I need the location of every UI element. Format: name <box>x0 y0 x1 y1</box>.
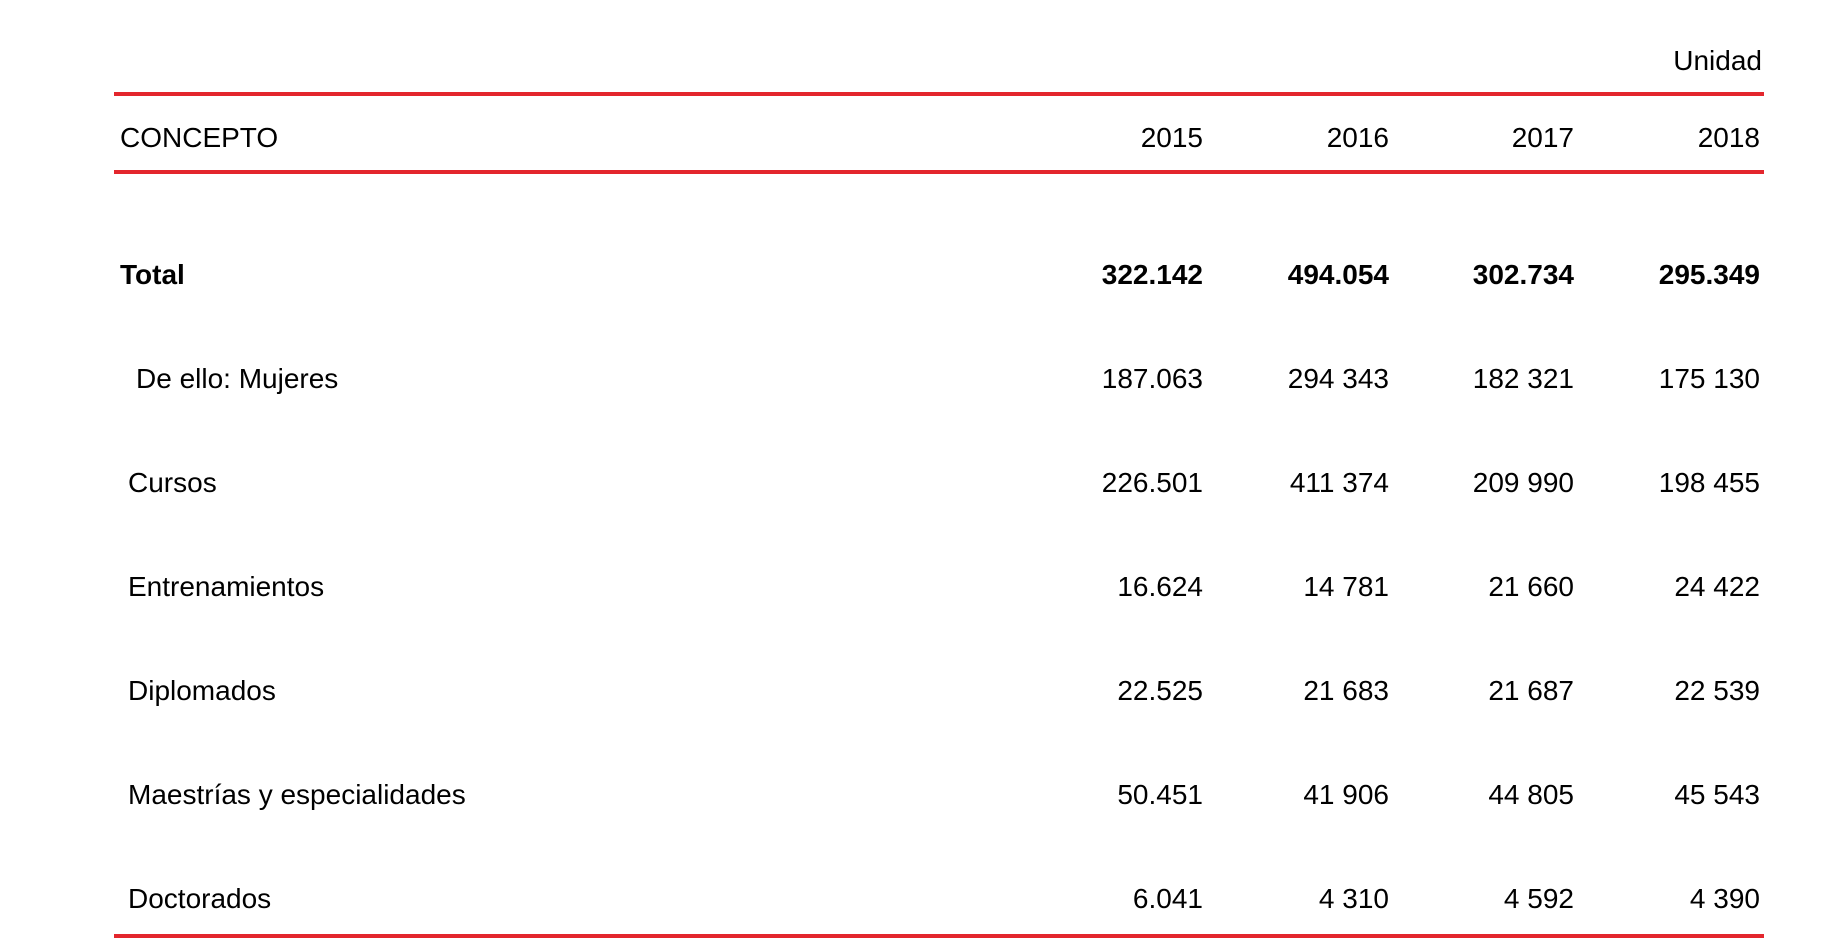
table-row-courses: Cursos 226.501 411 374 209 990 198 455 <box>0 463 1830 503</box>
row-value-2017: 209 990 <box>1472 467 1574 498</box>
row-value-2018: 198 455 <box>1658 467 1760 498</box>
row-value-2018: 4 390 <box>1689 883 1760 914</box>
row-label: Diplomados <box>128 675 276 706</box>
row-value-2017: 4 592 <box>1503 883 1574 914</box>
row-value-2015: 22.525 <box>1117 675 1203 706</box>
table-row-masters: Maestrías y especialidades 50.451 41 906… <box>0 775 1830 815</box>
row-value-2015: 187.063 <box>1101 363 1203 394</box>
row-value-2017: 21 660 <box>1488 571 1574 602</box>
row-value-2015: 6.041 <box>1132 883 1203 914</box>
row-value-2016: 494.054 <box>1287 259 1389 290</box>
row-value-2015: 226.501 <box>1101 467 1203 498</box>
row-value-2017: 44 805 <box>1488 779 1574 810</box>
row-value-2015: 322.142 <box>1101 259 1203 290</box>
row-value-2015: 50.451 <box>1117 779 1203 810</box>
unit-label: Unidad <box>1673 45 1762 76</box>
row-value-2018: 22 539 <box>1674 675 1760 706</box>
table-top-rule <box>114 92 1764 96</box>
row-value-2016: 4 310 <box>1318 883 1389 914</box>
table-bottom-rule <box>114 934 1764 938</box>
row-label: Total <box>120 259 185 290</box>
table-row-total: Total 322.142 494.054 302.734 295.349 <box>0 255 1830 295</box>
row-label: Entrenamientos <box>128 571 325 602</box>
concept-header: CONCEPTO <box>120 122 279 153</box>
row-value-2016: 14 781 <box>1303 571 1389 602</box>
year-header-2018: 2018 <box>1697 122 1760 153</box>
row-label: Maestrías y especialidades <box>128 779 466 810</box>
row-value-2016: 294 343 <box>1287 363 1389 394</box>
row-value-2018: 295.349 <box>1658 259 1760 290</box>
row-value-2017: 302.734 <box>1472 259 1574 290</box>
table-header-row: CONCEPTO 2015 2016 2017 2018 <box>0 118 1830 158</box>
row-value-2017: 21 687 <box>1488 675 1574 706</box>
table-header-rule <box>114 170 1764 174</box>
row-value-2018: 45 543 <box>1674 779 1760 810</box>
row-label: De ello: Mujeres <box>136 363 339 394</box>
year-header-2015: 2015 <box>1140 122 1203 153</box>
row-value-2016: 411 374 <box>1289 467 1389 498</box>
row-value-2018: 24 422 <box>1674 571 1760 602</box>
table-row-doctorates: Doctorados 6.041 4 310 4 592 4 390 <box>0 879 1830 919</box>
row-value-2018: 175 130 <box>1658 363 1760 394</box>
table-row-women: De ello: Mujeres 187.063 294 343 182 321… <box>0 359 1830 399</box>
row-value-2015: 16.624 <box>1117 571 1203 602</box>
row-value-2016: 41 906 <box>1303 779 1389 810</box>
table-row-diplomas: Diplomados 22.525 21 683 21 687 22 539 <box>0 671 1830 711</box>
year-header-2016: 2016 <box>1326 122 1389 153</box>
row-label: Doctorados <box>128 883 272 914</box>
table-row-training: Entrenamientos 16.624 14 781 21 660 24 4… <box>0 567 1830 607</box>
row-label: Cursos <box>128 467 217 498</box>
row-value-2017: 182 321 <box>1472 363 1574 394</box>
year-header-2017: 2017 <box>1511 122 1574 153</box>
row-value-2016: 21 683 <box>1303 675 1389 706</box>
